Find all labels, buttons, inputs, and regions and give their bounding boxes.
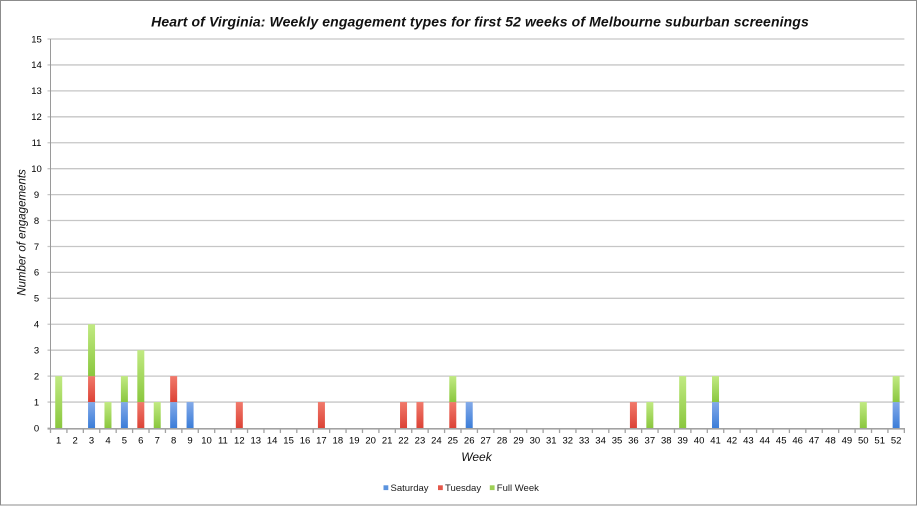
svg-text:15: 15 (31, 34, 42, 45)
svg-text:47: 47 (809, 436, 820, 447)
svg-text:44: 44 (759, 436, 770, 447)
svg-text:50: 50 (858, 436, 869, 447)
svg-text:52: 52 (891, 436, 902, 447)
svg-text:16: 16 (300, 436, 311, 447)
svg-text:12: 12 (31, 112, 42, 123)
svg-text:1: 1 (56, 436, 61, 447)
svg-text:15: 15 (283, 436, 294, 447)
svg-text:31: 31 (546, 436, 557, 447)
svg-text:9: 9 (34, 190, 39, 201)
svg-text:Tuesday: Tuesday (445, 483, 481, 494)
svg-text:4: 4 (34, 320, 39, 331)
svg-text:3: 3 (89, 436, 94, 447)
svg-text:8: 8 (171, 436, 176, 447)
svg-text:5: 5 (34, 294, 39, 305)
svg-text:6: 6 (138, 436, 143, 447)
svg-text:3: 3 (34, 346, 39, 357)
svg-text:18: 18 (333, 436, 344, 447)
svg-text:Saturday: Saturday (391, 483, 429, 494)
svg-text:29: 29 (513, 436, 524, 447)
svg-text:19: 19 (349, 436, 360, 447)
svg-text:Number of engagements: Number of engagements (17, 169, 29, 296)
svg-text:41: 41 (710, 436, 721, 447)
svg-text:27: 27 (480, 436, 491, 447)
svg-text:10: 10 (31, 164, 42, 175)
svg-text:17: 17 (316, 436, 327, 447)
svg-text:7: 7 (155, 436, 160, 447)
svg-text:20: 20 (365, 436, 376, 447)
svg-text:51: 51 (874, 436, 885, 447)
svg-text:33: 33 (579, 436, 590, 447)
svg-text:1: 1 (34, 397, 39, 408)
svg-text:Week: Week (461, 450, 492, 464)
svg-text:26: 26 (464, 436, 475, 447)
svg-text:43: 43 (743, 436, 754, 447)
svg-text:25: 25 (448, 436, 459, 447)
svg-text:8: 8 (34, 216, 39, 227)
svg-text:2: 2 (72, 436, 77, 447)
svg-text:23: 23 (415, 436, 426, 447)
svg-text:2: 2 (34, 371, 39, 382)
svg-text:Full Week: Full Week (497, 483, 539, 494)
svg-text:28: 28 (497, 436, 508, 447)
svg-text:46: 46 (792, 436, 803, 447)
svg-text:48: 48 (825, 436, 836, 447)
svg-text:21: 21 (382, 436, 393, 447)
svg-text:36: 36 (628, 436, 639, 447)
svg-text:40: 40 (694, 436, 705, 447)
svg-text:10: 10 (201, 436, 212, 447)
svg-text:Heart of Virginia: Weekly enga: Heart of Virginia: Weekly engagement typ… (151, 14, 809, 30)
svg-text:7: 7 (34, 242, 39, 253)
svg-text:35: 35 (612, 436, 623, 447)
svg-text:5: 5 (122, 436, 127, 447)
svg-text:13: 13 (250, 436, 261, 447)
svg-text:14: 14 (267, 436, 278, 447)
svg-text:30: 30 (530, 436, 541, 447)
svg-text:14: 14 (31, 60, 42, 71)
svg-text:22: 22 (398, 436, 409, 447)
svg-text:38: 38 (661, 436, 672, 447)
svg-text:6: 6 (34, 268, 39, 279)
svg-text:12: 12 (234, 436, 245, 447)
svg-text:0: 0 (34, 423, 39, 434)
svg-text:4: 4 (105, 436, 110, 447)
svg-text:39: 39 (677, 436, 688, 447)
svg-text:11: 11 (32, 138, 42, 149)
svg-text:11: 11 (218, 436, 228, 447)
svg-text:13: 13 (31, 86, 42, 97)
svg-text:24: 24 (431, 436, 442, 447)
svg-text:49: 49 (842, 436, 853, 447)
svg-text:9: 9 (187, 436, 192, 447)
svg-text:34: 34 (595, 436, 606, 447)
svg-text:32: 32 (562, 436, 573, 447)
svg-text:42: 42 (727, 436, 738, 447)
svg-text:45: 45 (776, 436, 787, 447)
svg-text:37: 37 (645, 436, 656, 447)
